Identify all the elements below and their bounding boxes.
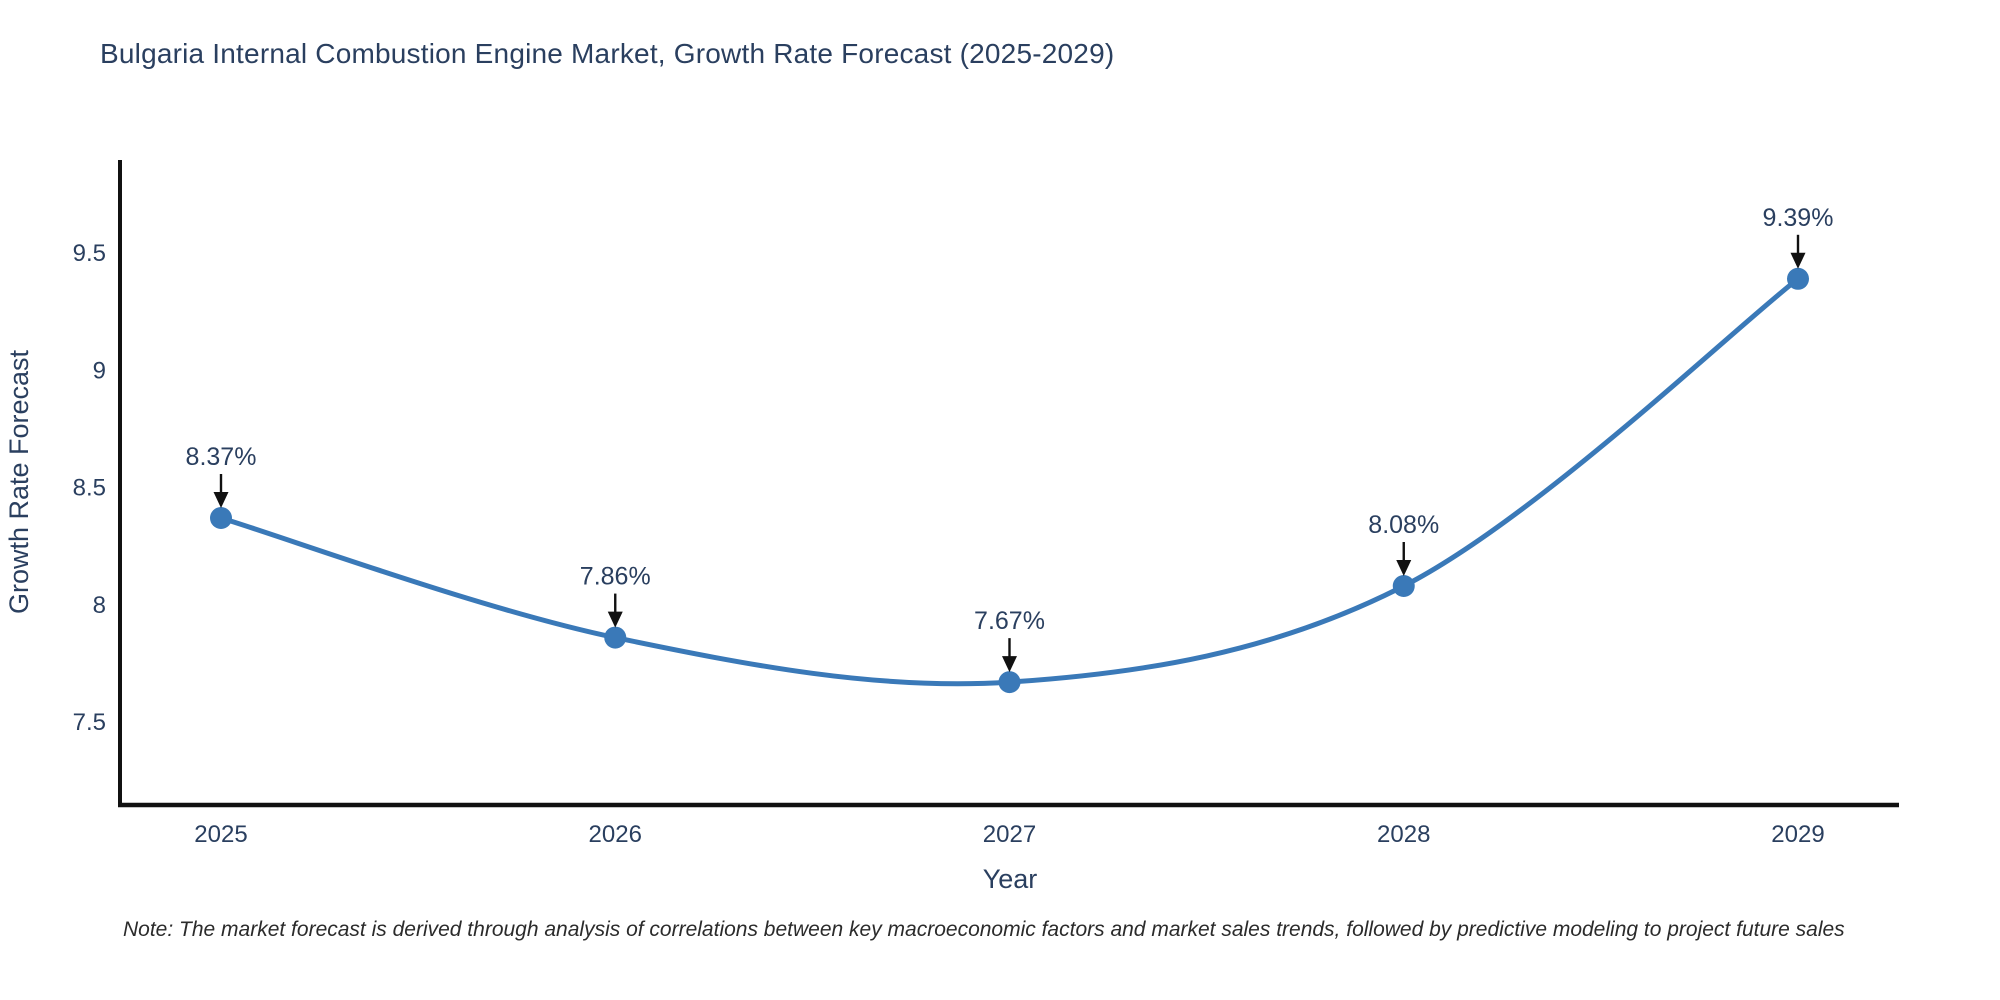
annotation-arrow-head	[607, 611, 623, 628]
x-tick-label: 2027	[983, 821, 1036, 848]
annotation-arrow-head	[1790, 252, 1806, 269]
annotation-arrow-head	[1396, 559, 1412, 576]
y-tick-label: 8	[93, 592, 106, 619]
annotation-arrow-head	[1002, 656, 1017, 673]
data-point-2025[interactable]	[210, 506, 232, 529]
point-value-label: 9.39%	[1763, 204, 1834, 232]
annotation-arrow-head	[213, 491, 229, 508]
series-layer	[210, 267, 1809, 694]
tick-labels-layer: 7.5 8 8.5 9 9.5 2025 2026 2027 2028 2029	[73, 240, 1825, 848]
y-tick-label: 9.5	[73, 240, 106, 267]
annotations-layer: 8.37% 7.86% 7.67% 8.08% 9.39%	[186, 204, 1834, 673]
data-point-2026[interactable]	[604, 626, 627, 649]
x-tick-label: 2025	[194, 821, 247, 848]
data-point-2027[interactable]	[998, 671, 1021, 694]
y-axis-title: Growth Rate Forecast	[4, 349, 34, 614]
axes-layer	[118, 160, 1899, 808]
point-value-label: 8.08%	[1368, 511, 1439, 539]
data-point-2029[interactable]	[1787, 267, 1809, 290]
x-axis-title: Year	[983, 864, 1038, 894]
point-value-label: 7.86%	[580, 563, 651, 591]
y-tick-label: 7.5	[73, 709, 106, 736]
point-value-label: 8.37%	[186, 443, 257, 471]
data-point-2028[interactable]	[1392, 574, 1415, 597]
y-tick-label: 8.5	[73, 475, 106, 502]
chart-title: Bulgaria Internal Combustion Engine Mark…	[100, 38, 1115, 69]
point-value-label: 7.67%	[974, 607, 1045, 635]
x-tick-label: 2028	[1377, 821, 1430, 848]
x-tick-label: 2026	[589, 821, 642, 848]
y-tick-label: 9	[93, 357, 106, 384]
x-tick-label: 2029	[1771, 821, 1824, 848]
footnote: Note: The market forecast is derived thr…	[123, 918, 1845, 941]
